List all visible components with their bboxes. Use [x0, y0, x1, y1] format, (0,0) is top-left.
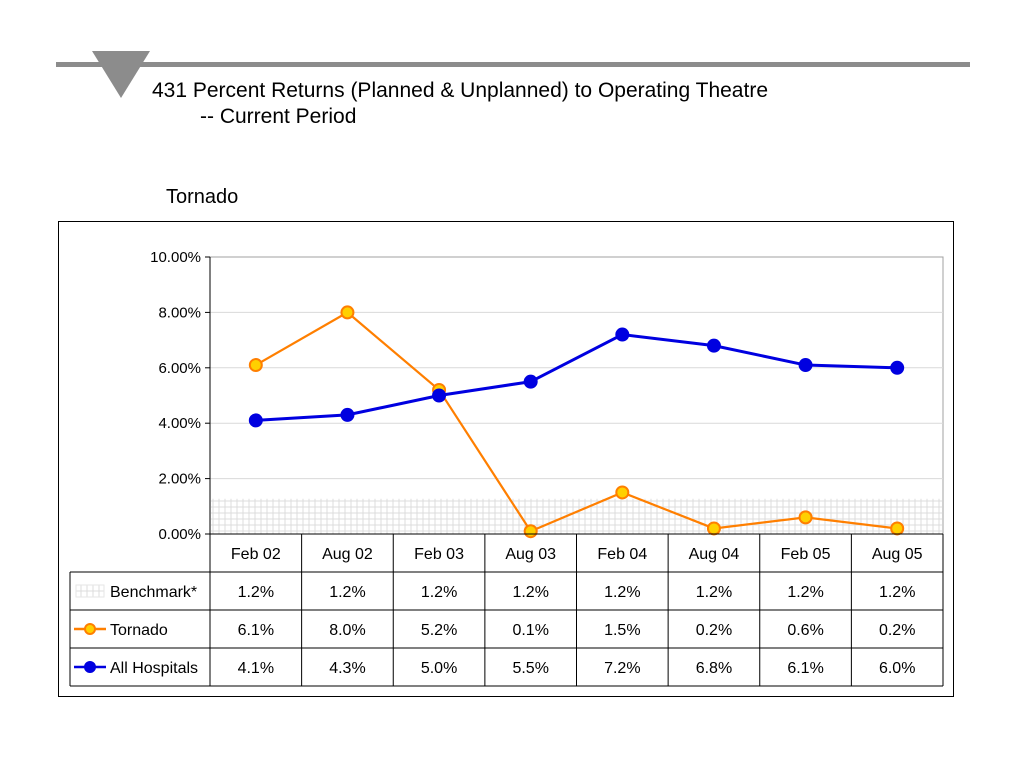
data-label: 1.2%: [879, 584, 915, 601]
slide-title-line1: 431 Percent Returns (Planned & Unplanned…: [152, 79, 768, 102]
chart-frame: [58, 221, 954, 697]
category-label: Aug 04: [689, 546, 740, 563]
data-point: [615, 485, 630, 500]
data-label: 0.1%: [512, 622, 548, 639]
category-label: Feb 04: [597, 546, 647, 563]
y-tick-label: 6.00%: [158, 360, 201, 377]
legend-key-marker: [84, 661, 96, 673]
data-label: 6.8%: [696, 660, 732, 677]
category-label: Aug 05: [872, 546, 923, 563]
data-label: 1.2%: [787, 584, 823, 601]
data-label: 6.1%: [787, 660, 823, 677]
down-triangle-icon: [92, 51, 150, 98]
data-label: 1.2%: [604, 584, 640, 601]
data-label: 1.2%: [238, 584, 274, 601]
data-label: 6.0%: [879, 660, 915, 677]
data-point: [340, 407, 355, 422]
y-tick-label: 4.00%: [158, 415, 201, 432]
data-label: 0.2%: [879, 622, 915, 639]
category-label: Feb 05: [781, 546, 831, 563]
data-point: [615, 327, 630, 342]
plot-area: [209, 256, 944, 535]
data-label: 1.2%: [421, 584, 457, 601]
data-label: 8.0%: [329, 622, 365, 639]
data-label: 6.1%: [238, 622, 274, 639]
category-label: Feb 02: [231, 546, 281, 563]
series-line-tornado: [255, 311, 898, 533]
series-line-all-hospitals: [255, 333, 898, 422]
data-label: 5.5%: [512, 660, 548, 677]
data-point: [523, 374, 538, 389]
y-tick-label: 8.00%: [158, 304, 201, 321]
slide-title-line2: -- Current Period: [200, 105, 357, 128]
top-rule: [56, 62, 970, 67]
data-label: 1.2%: [512, 584, 548, 601]
legend-entry: Tornado: [110, 622, 168, 639]
chart-title: Tornado: [166, 186, 239, 208]
legend-key-benchmark: [75, 584, 105, 598]
data-point: [706, 338, 721, 353]
legend-entry: Benchmark*: [110, 584, 197, 601]
y-tick-label: 0.00%: [158, 526, 201, 543]
data-point: [706, 521, 721, 536]
data-point: [248, 413, 263, 428]
data-label: 5.0%: [421, 660, 457, 677]
data-label: 1.2%: [329, 584, 365, 601]
data-label: 4.3%: [329, 660, 365, 677]
benchmark-band: [211, 498, 942, 534]
data-label: 0.6%: [787, 622, 823, 639]
data-label: 5.2%: [421, 622, 457, 639]
data-point: [340, 305, 355, 320]
data-point: [890, 360, 905, 375]
legend-entry: All Hospitals: [110, 660, 198, 677]
data-label: 0.2%: [696, 622, 732, 639]
data-point: [890, 521, 905, 536]
data-point: [798, 358, 813, 373]
y-tick-label: 2.00%: [158, 471, 201, 488]
data-label: 4.1%: [238, 660, 274, 677]
data-point: [523, 524, 538, 539]
data-point: [432, 388, 447, 403]
category-label: Aug 02: [322, 546, 373, 563]
category-label: Aug 03: [505, 546, 556, 563]
data-label: 1.5%: [604, 622, 640, 639]
category-label: Feb 03: [414, 546, 464, 563]
legend-key-marker: [84, 623, 96, 635]
y-tick-label: 10.00%: [150, 249, 201, 266]
data-label: 1.2%: [696, 584, 732, 601]
data-label: 7.2%: [604, 660, 640, 677]
slide-title: 431 Percent Returns (Planned & Unplanned…: [152, 78, 768, 130]
data-point: [248, 358, 263, 373]
data-point: [798, 510, 813, 525]
